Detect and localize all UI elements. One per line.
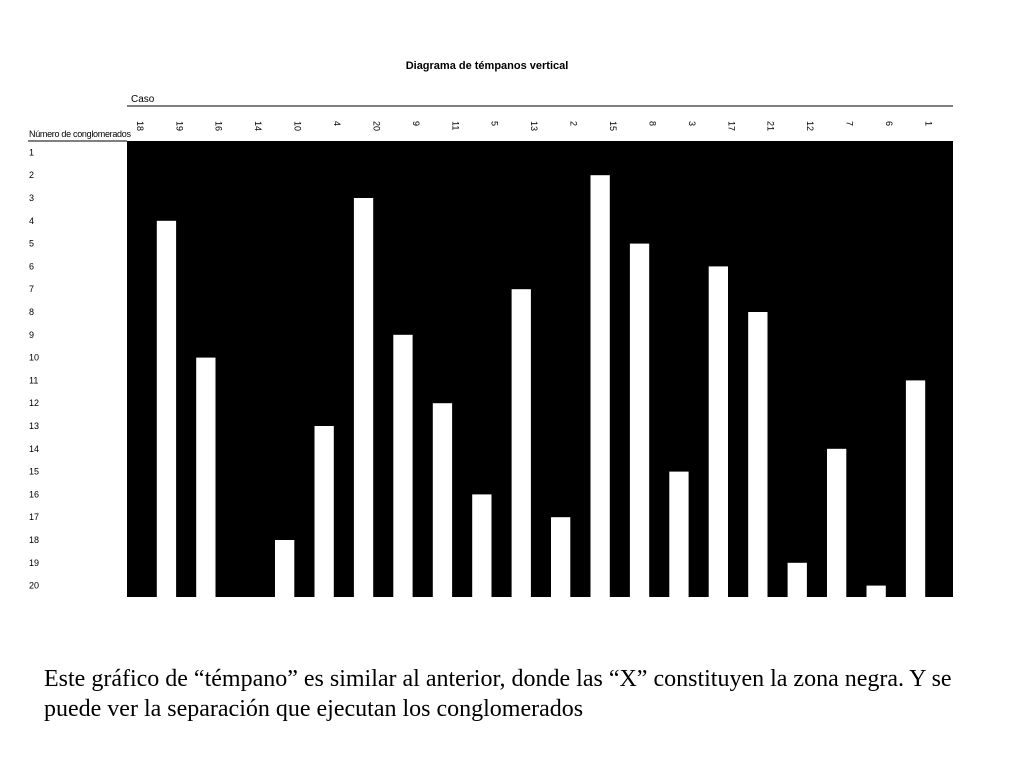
case-tick-label: 13 <box>529 121 539 131</box>
column-axis-label: Caso <box>131 94 155 105</box>
case-tick-label: 18 <box>135 121 145 131</box>
row-axis-label: Número de conglomerados <box>29 129 131 139</box>
separation-bar <box>393 334 413 597</box>
separation-bar <box>708 266 728 597</box>
cluster-level-tick-label: 12 <box>29 398 39 408</box>
case-tick-labels: 18 19 16 14 10 4 20 9 11 5 13 2 15 8 3 17 21 12 7 6 1 <box>135 121 934 131</box>
separation-bars <box>156 175 926 598</box>
cluster-level-tick-label: 1 <box>29 147 34 157</box>
case-tick-label: 17 <box>726 121 736 131</box>
cluster-level-tick-label: 7 <box>29 284 34 294</box>
separation-bar <box>314 426 334 597</box>
separation-bar <box>590 175 610 597</box>
cluster-level-tick-label: 11 <box>29 375 38 385</box>
cluster-level-tick-label: 15 <box>29 467 39 477</box>
case-tick-label: 19 <box>174 121 184 131</box>
icicle-chart: Diagrama de témpanos vertical Caso Númer… <box>28 60 953 598</box>
cluster-level-tick-label: 8 <box>29 307 34 317</box>
cluster-level-tick-label: 5 <box>29 239 34 249</box>
separation-bar <box>866 585 886 597</box>
separation-bar <box>787 562 807 597</box>
cluster-level-tick-label: 16 <box>29 489 39 499</box>
separation-bar <box>827 448 847 597</box>
case-tick-label: 5 <box>490 121 500 126</box>
caption-text: Este gráfico de “témpano” es similar al … <box>44 666 952 722</box>
cluster-level-tick-label: 18 <box>29 535 39 545</box>
separation-bar <box>551 517 571 597</box>
case-tick-label: 9 <box>411 121 421 126</box>
cluster-level-tick-label: 6 <box>29 261 34 271</box>
case-tick-label: 15 <box>608 121 618 131</box>
separation-bar <box>511 289 531 597</box>
case-tick-label: 6 <box>884 121 894 126</box>
case-tick-label: 11 <box>450 121 460 130</box>
separation-bar <box>156 220 177 598</box>
case-tick-label: 7 <box>845 121 855 126</box>
case-tick-label: 20 <box>371 121 381 131</box>
cluster-level-tick-label: 2 <box>29 170 34 180</box>
cluster-level-tick-label: 9 <box>29 330 34 340</box>
cluster-level-tick-label: 10 <box>29 353 39 363</box>
case-tick-label: 14 <box>253 121 263 131</box>
separation-bar <box>905 380 926 597</box>
cluster-level-tick-label: 20 <box>29 581 39 591</box>
cluster-level-tick-label: 14 <box>29 444 39 454</box>
separation-bar <box>275 540 295 597</box>
cluster-level-tick-label: 19 <box>29 558 39 568</box>
separation-bar <box>472 494 492 597</box>
case-tick-label: 4 <box>332 121 342 126</box>
separation-bar <box>353 198 374 597</box>
plot-area <box>127 141 953 597</box>
separation-bar <box>196 357 216 597</box>
case-tick-label: 1 <box>923 121 933 126</box>
case-tick-label: 10 <box>293 121 303 131</box>
case-tick-label: 3 <box>687 121 697 126</box>
case-tick-label: 2 <box>569 121 579 126</box>
cluster-level-tick-label: 4 <box>29 216 34 226</box>
separation-bar <box>432 403 453 597</box>
separation-bar <box>669 471 689 597</box>
separation-bar <box>748 312 768 597</box>
case-tick-label: 21 <box>766 121 776 131</box>
cluster-level-tick-label: 17 <box>29 512 39 522</box>
cluster-level-tick-label: 13 <box>29 421 39 431</box>
cluster-level-tick-label: 3 <box>29 193 34 203</box>
chart-title: Diagrama de témpanos vertical <box>406 60 569 72</box>
case-tick-label: 16 <box>214 121 224 131</box>
case-tick-label: 12 <box>805 121 815 131</box>
case-tick-label: 8 <box>647 121 657 126</box>
separation-bar <box>629 243 650 597</box>
